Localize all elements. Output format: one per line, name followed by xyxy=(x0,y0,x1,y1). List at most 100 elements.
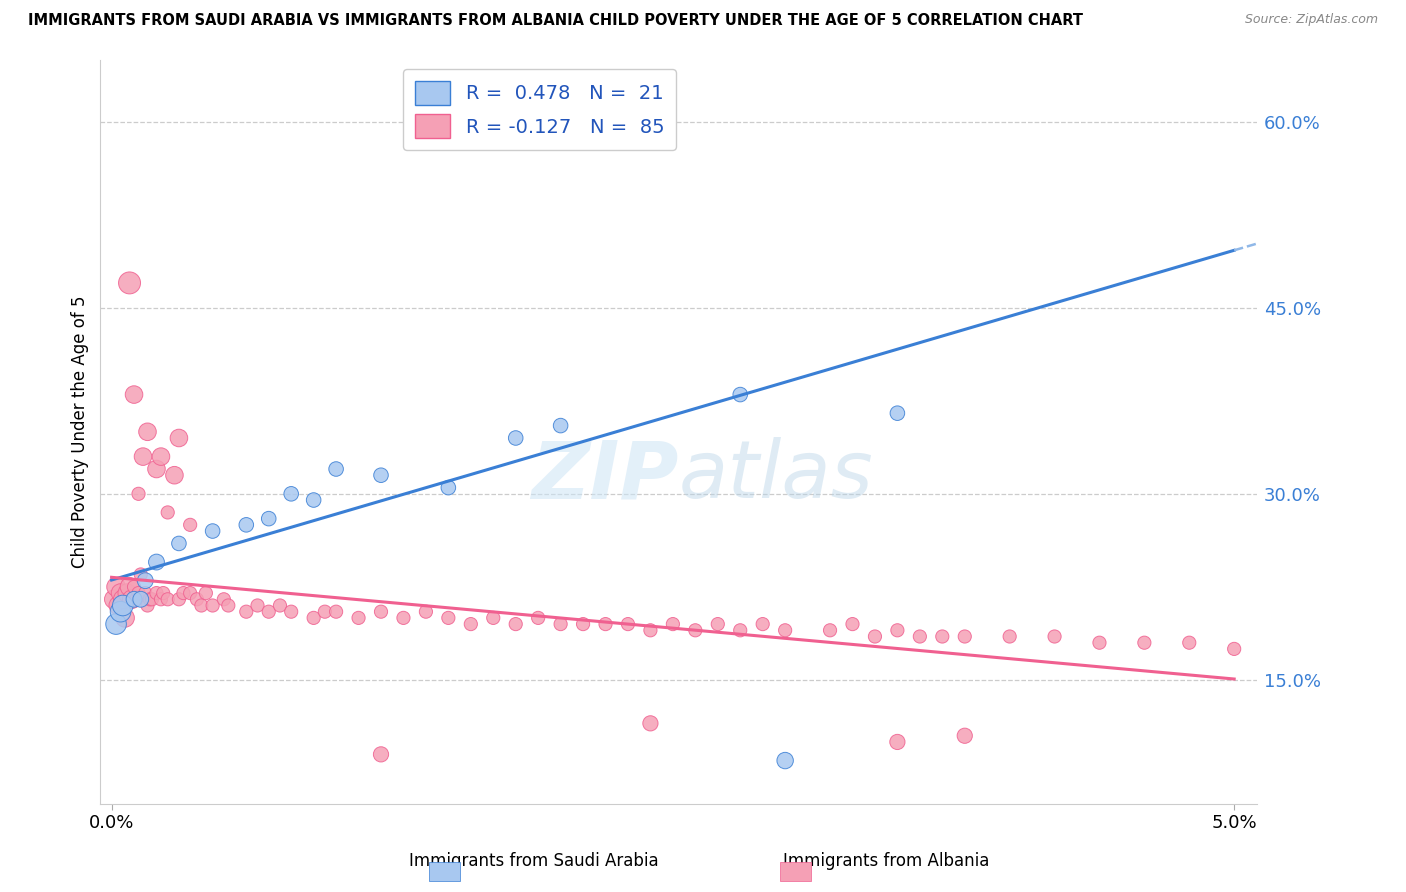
Point xyxy=(129,567,152,582)
Point xyxy=(179,586,201,600)
Point xyxy=(953,630,976,644)
Point xyxy=(156,505,179,519)
Point xyxy=(886,406,908,420)
Point xyxy=(235,605,257,619)
Point xyxy=(1178,636,1201,650)
Point xyxy=(132,450,155,464)
Point xyxy=(201,524,224,538)
Legend: R =  0.478   N =  21, R = -0.127   N =  85: R = 0.478 N = 21, R = -0.127 N = 85 xyxy=(404,70,676,150)
Point xyxy=(773,624,796,638)
Point xyxy=(325,605,347,619)
Point xyxy=(370,747,392,762)
Point xyxy=(128,487,150,501)
Point xyxy=(505,431,527,445)
Point xyxy=(172,586,194,600)
Point xyxy=(886,624,908,638)
Point xyxy=(257,605,280,619)
Point xyxy=(186,592,208,607)
Point xyxy=(105,617,128,632)
Point xyxy=(156,592,179,607)
Point xyxy=(149,450,172,464)
Point xyxy=(134,586,156,600)
Text: IMMIGRANTS FROM SAUDI ARABIA VS IMMIGRANTS FROM ALBANIA CHILD POVERTY UNDER THE : IMMIGRANTS FROM SAUDI ARABIA VS IMMIGRAN… xyxy=(28,13,1083,29)
Text: Immigrants from Albania: Immigrants from Albania xyxy=(783,852,988,870)
Point xyxy=(728,387,751,401)
Point xyxy=(280,487,302,501)
Point xyxy=(1088,636,1111,650)
Point xyxy=(163,468,186,483)
Point xyxy=(595,617,617,632)
Point xyxy=(145,462,167,476)
Point xyxy=(841,617,863,632)
Point xyxy=(527,611,550,625)
Point xyxy=(482,611,505,625)
Point xyxy=(129,592,152,607)
Point xyxy=(302,611,325,625)
Point xyxy=(314,605,336,619)
Point xyxy=(107,599,129,613)
Point xyxy=(110,586,132,600)
Point xyxy=(953,729,976,743)
Point xyxy=(662,617,685,632)
Text: ZIP: ZIP xyxy=(531,437,679,516)
Point xyxy=(370,605,392,619)
Point xyxy=(122,592,145,607)
Point xyxy=(437,481,460,495)
Point xyxy=(1223,641,1246,656)
Point xyxy=(728,624,751,638)
Point xyxy=(908,630,931,644)
Point xyxy=(105,580,128,594)
Point xyxy=(685,624,707,638)
Text: Source: ZipAtlas.com: Source: ZipAtlas.com xyxy=(1244,13,1378,27)
Point xyxy=(572,617,595,632)
Point xyxy=(460,617,482,632)
Point xyxy=(145,555,167,569)
Point xyxy=(110,605,132,619)
Point xyxy=(640,624,662,638)
Point xyxy=(773,754,796,768)
Point xyxy=(617,617,640,632)
Point xyxy=(280,605,302,619)
Point xyxy=(167,431,190,445)
Point xyxy=(246,599,269,613)
Point xyxy=(818,624,841,638)
Point xyxy=(149,592,172,607)
Point xyxy=(111,599,134,613)
Point xyxy=(152,586,174,600)
Y-axis label: Child Poverty Under the Age of 5: Child Poverty Under the Age of 5 xyxy=(72,295,89,568)
Point xyxy=(269,599,291,613)
Point xyxy=(886,735,908,749)
Point xyxy=(139,592,162,607)
Point xyxy=(103,592,125,607)
Point xyxy=(167,592,190,607)
Point xyxy=(194,586,217,600)
Point xyxy=(122,580,145,594)
Point xyxy=(1133,636,1156,650)
Point xyxy=(863,630,886,644)
Point xyxy=(235,517,257,532)
Point xyxy=(415,605,437,619)
Point xyxy=(201,599,224,613)
Point xyxy=(751,617,773,632)
Point xyxy=(931,630,953,644)
Text: Immigrants from Saudi Arabia: Immigrants from Saudi Arabia xyxy=(409,852,659,870)
Point xyxy=(550,617,572,632)
Point xyxy=(128,586,150,600)
Text: atlas: atlas xyxy=(679,437,873,516)
Point xyxy=(212,592,235,607)
Point xyxy=(325,462,347,476)
Point xyxy=(257,511,280,525)
Point xyxy=(145,586,167,600)
Point xyxy=(370,468,392,483)
Point xyxy=(118,276,141,290)
Point xyxy=(136,425,159,439)
Point xyxy=(114,611,136,625)
Point xyxy=(998,630,1021,644)
Point xyxy=(121,592,143,607)
Point xyxy=(550,418,572,433)
Point xyxy=(118,580,141,594)
Point xyxy=(122,387,145,401)
Point xyxy=(640,716,662,731)
Point xyxy=(136,599,159,613)
Point xyxy=(347,611,370,625)
